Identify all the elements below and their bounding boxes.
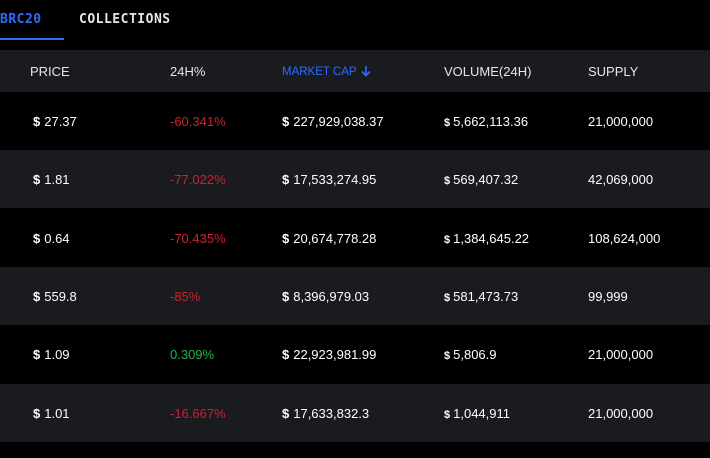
change-cell: -85% — [170, 289, 201, 304]
volume-value: 569,407.32 — [453, 172, 519, 187]
price-cell: $1.01 — [33, 406, 70, 421]
currency-symbol: $ — [444, 175, 451, 187]
currency-symbol: $ — [33, 172, 41, 187]
currency-symbol: $ — [33, 289, 41, 304]
currency-symbol: $ — [33, 347, 41, 362]
currency-symbol: $ — [444, 409, 451, 421]
currency-symbol: $ — [282, 172, 290, 187]
tab-brc20[interactable]: BRC20 — [0, 12, 42, 27]
sort-descending-icon — [360, 66, 371, 77]
market-cap-value: 227,929,038.37 — [293, 114, 384, 129]
table-row[interactable]: $1.81 -77.022% $17,533,274.95 $569,407.3… — [0, 150, 710, 208]
active-tab-indicator — [0, 38, 64, 40]
tab-bar: BRC20 COLLECTIONS — [0, 0, 710, 42]
volume-value: 1,044,911 — [453, 406, 510, 421]
supply-cell: 21,000,000 — [588, 406, 654, 421]
market-cap-value: 17,633,832.3 — [293, 406, 370, 421]
change-cell: -77.022% — [170, 172, 226, 187]
supply-cell: 99,999 — [588, 289, 628, 304]
currency-symbol: $ — [282, 347, 290, 362]
price-value: 1.09 — [44, 347, 70, 362]
change-cell: 0.309% — [170, 347, 215, 362]
price-value: 0.64 — [44, 231, 70, 246]
price-cell: $0.64 — [33, 231, 70, 246]
market-cap-cell: $17,533,274.95 — [282, 172, 376, 187]
currency-symbol: $ — [282, 114, 290, 129]
market-cap-cell: $227,929,038.37 — [282, 114, 384, 129]
price-cell: $27.37 — [33, 114, 77, 129]
market-cap-value: 8,396,979.03 — [293, 289, 370, 304]
volume-cell: $1,044,911 — [444, 406, 510, 421]
market-cap-value: 20,674,778.28 — [293, 231, 377, 246]
change-cell: -60.341% — [170, 114, 226, 129]
table-row[interactable]: $0.64 -70.435% $20,674,778.28 $1,384,645… — [0, 209, 710, 267]
currency-symbol: $ — [444, 234, 451, 246]
volume-value: 581,473.73 — [453, 289, 519, 304]
volume-cell: $1,384,645.22 — [444, 231, 529, 246]
market-cap-value: 22,923,981.99 — [293, 347, 377, 362]
currency-symbol: $ — [282, 406, 290, 421]
volume-value: 5,662,113.36 — [453, 114, 529, 129]
table-row[interactable]: $27.37 -60.341% $227,929,038.37 $5,662,1… — [0, 92, 710, 150]
column-header-price[interactable]: PRICE — [30, 64, 70, 79]
volume-value: 1,384,645.22 — [453, 231, 530, 246]
volume-cell: $569,407.32 — [444, 172, 518, 187]
price-value: 1.01 — [44, 406, 70, 421]
currency-symbol: $ — [33, 406, 41, 421]
change-cell: -70.435% — [170, 231, 226, 246]
market-cap-cell: $22,923,981.99 — [282, 347, 376, 362]
tab-collections[interactable]: COLLECTIONS — [79, 12, 171, 27]
column-header-change[interactable]: 24H% — [170, 64, 206, 79]
supply-cell: 21,000,000 — [588, 347, 654, 362]
supply-cell: 42,069,000 — [588, 172, 654, 187]
currency-symbol: $ — [444, 292, 451, 304]
market-cap-value: 17,533,274.95 — [293, 172, 377, 187]
price-cell: $559.8 — [33, 289, 77, 304]
table-header: PRICE 24H% MARKET CAP VOLUME(24H) SUPPLY — [0, 50, 710, 93]
market-cap-cell: $20,674,778.28 — [282, 231, 376, 246]
currency-symbol: $ — [444, 350, 451, 362]
column-header-supply[interactable]: SUPPLY — [588, 64, 639, 79]
column-header-volume[interactable]: VOLUME(24H) — [444, 64, 532, 79]
volume-cell: $5,662,113.36 — [444, 114, 528, 129]
supply-cell: 108,624,000 — [588, 231, 661, 246]
currency-symbol: $ — [33, 114, 41, 129]
volume-cell: $5,806.9 — [444, 347, 497, 362]
table-row[interactable]: $559.8 -85% $8,396,979.03 $581,473.73 99… — [0, 267, 710, 325]
table-row[interactable]: $1.09 0.309% $22,923,981.99 $5,806.9 21,… — [0, 325, 710, 383]
currency-symbol: $ — [282, 231, 290, 246]
table-row[interactable]: $1.01 -16.667% $17,633,832.3 $1,044,911 … — [0, 384, 710, 442]
price-value: 27.37 — [44, 114, 77, 129]
price-cell: $1.81 — [33, 172, 70, 187]
market-cap-cell: $17,633,832.3 — [282, 406, 369, 421]
price-value: 1.81 — [44, 172, 70, 187]
currency-symbol: $ — [33, 231, 41, 246]
supply-cell: 21,000,000 — [588, 114, 654, 129]
market-cap-cell: $8,396,979.03 — [282, 289, 369, 304]
currency-symbol: $ — [282, 289, 290, 304]
column-header-market-cap-label: MARKET CAP — [282, 66, 357, 78]
currency-symbol: $ — [444, 117, 451, 129]
change-cell: -16.667% — [170, 406, 226, 421]
volume-value: 5,806.9 — [453, 347, 497, 362]
volume-cell: $581,473.73 — [444, 289, 518, 304]
price-value: 559.8 — [44, 289, 77, 304]
price-cell: $1.09 — [33, 347, 70, 362]
column-header-market-cap[interactable]: MARKET CAP — [282, 65, 371, 78]
